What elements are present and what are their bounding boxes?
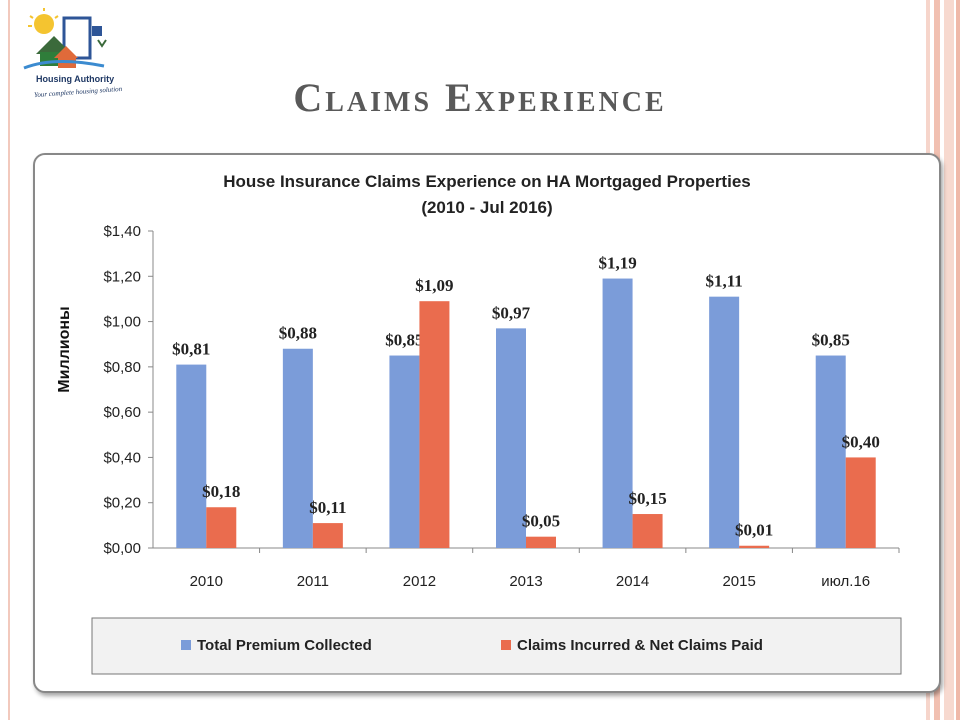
bar-premium (815, 355, 846, 548)
bar-claims (419, 301, 450, 548)
y-tick-label: $1,20 (103, 268, 141, 285)
bar-premium (709, 296, 740, 548)
data-label-claims: $1,09 (415, 276, 453, 295)
y-tick-label: $0,40 (103, 449, 141, 466)
x-tick-label: июл.16 (821, 573, 870, 590)
bar-claims (206, 507, 237, 548)
y-axis-label: Миллионы (56, 306, 73, 392)
legend-label: Claims Incurred & Net Claims Paid (517, 637, 763, 654)
data-label-premium: $1,19 (598, 254, 636, 273)
bar-claims (739, 545, 770, 548)
bar-claims (526, 536, 556, 548)
data-label-premium: $0,81 (172, 340, 210, 359)
data-label-claims: $0,11 (309, 498, 346, 517)
y-tick-label: $0,60 (103, 404, 141, 421)
x-tick-label: 2015 (722, 573, 755, 590)
y-tick-label: $1,00 (103, 314, 141, 331)
legend-label: Total Premium Collected (197, 637, 372, 654)
bar-claims (845, 457, 876, 548)
x-tick-label: 2013 (509, 573, 542, 590)
chart-title: House Insurance Claims Experience on HA … (223, 172, 750, 191)
y-tick-label: $0,00 (103, 540, 141, 557)
data-label-premium: $1,11 (705, 272, 742, 291)
bar-premium (176, 364, 207, 548)
chart-subtitle: (2010 - Jul 2016) (421, 198, 552, 217)
legend-swatch (501, 640, 511, 650)
bar-chart: House Insurance Claims Experience on HA … (56, 172, 902, 675)
data-label-claims: $0,01 (735, 521, 773, 540)
data-label-premium: $0,88 (279, 324, 317, 343)
data-label-claims: $0,15 (628, 489, 666, 508)
x-tick-label: 2014 (616, 573, 649, 590)
bar-premium (496, 328, 526, 548)
y-tick-label: $1,40 (103, 223, 141, 240)
bar-claims (312, 523, 343, 548)
x-tick-label: 2012 (403, 573, 436, 590)
legend-box (91, 617, 902, 675)
data-label-claims: $0,18 (202, 482, 240, 501)
data-label-premium: $0,85 (812, 331, 850, 350)
logo-org-name: Housing Authority (36, 74, 115, 84)
housing-authority-logo: Housing Authority Your complete housing … (14, 6, 124, 106)
data-label-claims: $0,05 (522, 512, 560, 531)
legend-swatch (181, 640, 191, 650)
slide-frame-line (8, 0, 10, 720)
bar-premium (389, 355, 420, 548)
y-tick-label: $0,20 (103, 495, 141, 512)
data-label-claims: $0,40 (842, 432, 880, 451)
x-tick-label: 2011 (297, 573, 329, 590)
chart-container: House Insurance Claims Experience on HA … (33, 153, 941, 693)
y-tick-label: $0,80 (103, 359, 141, 376)
slide-title: Claims Experience (293, 75, 667, 120)
bar-premium (602, 278, 633, 548)
x-tick-label: 2010 (190, 573, 223, 590)
bar-claims (632, 514, 663, 548)
data-label-premium: $0,97 (492, 303, 531, 322)
bar-premium (282, 348, 313, 548)
data-label-premium: $0,85 (385, 331, 423, 350)
